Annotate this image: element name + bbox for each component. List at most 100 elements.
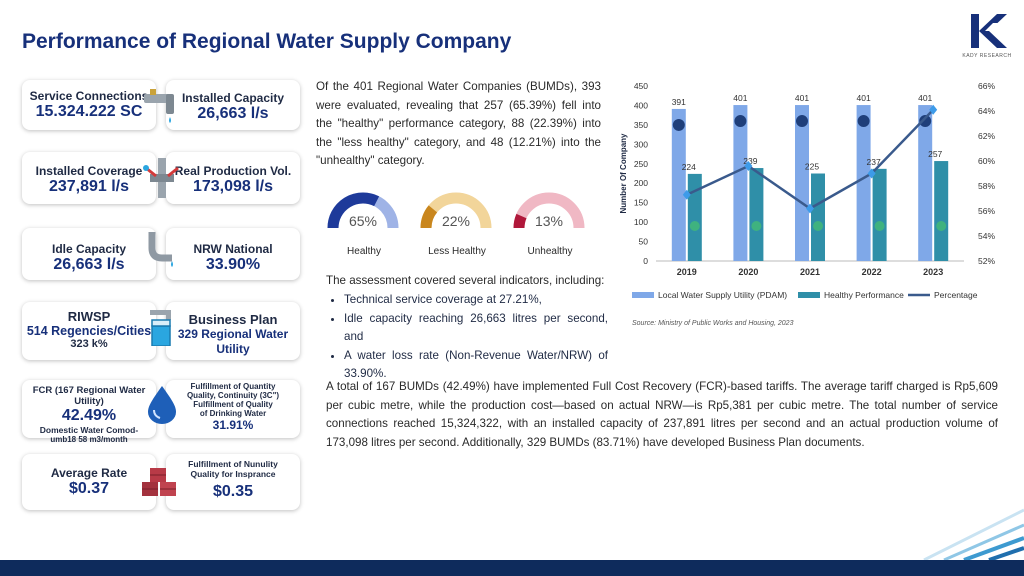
data-label-healthy: 239 xyxy=(743,156,757,166)
y-tick-label: 450 xyxy=(634,81,648,91)
bar-healthy xyxy=(934,161,949,261)
bottom-paragraph: A total of 167 BUMDs (42.49%) have imple… xyxy=(326,380,998,449)
card-value: 26,663 l/s xyxy=(197,105,269,122)
card-line: Quality, Continuity (3C") xyxy=(186,391,280,400)
data-label-healthy: 225 xyxy=(805,162,819,172)
legend-label: Percentage xyxy=(934,290,978,300)
logo-text: KADY RESEARCH xyxy=(962,53,1012,59)
bullet-item: A water loss rate (Non-Revenue Water/NRW… xyxy=(344,347,608,384)
card-label: FCR (167 Regional Water Utility) xyxy=(32,385,146,407)
assessment-bullets: Technical service coverage at 27.21%, Id… xyxy=(330,291,608,384)
bar-healthy xyxy=(872,168,887,261)
bar-healthy xyxy=(687,173,702,261)
water-glass-icon xyxy=(150,310,171,346)
y-tick-label: 200 xyxy=(634,178,648,188)
donut-label-less-healthy: Less Healthy xyxy=(428,246,486,257)
building-icon xyxy=(672,118,685,131)
footer-bar xyxy=(0,560,1024,576)
bar-line-chart: 0 50 100 150 200 250 300 350 400 450 52% 54% 56% 58% 6… xyxy=(619,81,995,300)
data-label-pdam: 391 xyxy=(672,97,686,107)
installed-coverage-card: Installed Coverage 237,891 l/s xyxy=(22,152,156,204)
intro-paragraph: Of the 401 Regional Water Companies (BUM… xyxy=(316,80,601,167)
bar-pdam xyxy=(795,105,809,261)
decorative-lines xyxy=(923,508,1024,560)
y-tick-label: 0 xyxy=(643,256,648,266)
card-label: Idle Capacity xyxy=(51,242,127,256)
pipe-bend-icon xyxy=(148,232,173,267)
y2-tick-label: 66% xyxy=(978,81,995,91)
data-label-pdam: 401 xyxy=(795,93,809,103)
y-tick-label: 400 xyxy=(634,100,648,110)
fulfillment-quantity-card: Fulfillment of Quantity Quality, Continu… xyxy=(166,380,300,438)
donut-fill xyxy=(420,205,438,229)
business-plan-card: Business Plan 329 Regional Water Utility xyxy=(166,302,300,360)
donut-value: 13% xyxy=(535,213,563,229)
card-line: Fulfillment of Nunulity xyxy=(188,459,278,469)
y-tick-label: 150 xyxy=(634,198,648,208)
legend-swatch xyxy=(798,292,820,298)
card-sub: 323 k% xyxy=(70,338,108,350)
riwsp-card: RIWSP 514 Regencies/Cities 323 k% xyxy=(22,302,156,360)
line-marker xyxy=(806,203,814,214)
data-label-healthy: 224 xyxy=(682,162,696,172)
chart-source: Source: Ministry of Public Works and Hou… xyxy=(632,320,794,327)
card-value: 329 Regional Water Utility xyxy=(177,327,289,356)
bar-pdam xyxy=(733,105,748,261)
line-marker xyxy=(744,161,753,171)
service-connections-card: Service Connections 15.324.222 SC xyxy=(22,80,156,130)
pipe-valve-icon xyxy=(143,158,179,198)
bar-pdam xyxy=(671,108,686,261)
x-tick-label: 2023 xyxy=(923,267,943,277)
check-icon xyxy=(751,221,762,231)
bullet-item: Technical service coverage at 27.21%, xyxy=(344,291,608,310)
bar-healthy xyxy=(811,173,825,261)
check-icon xyxy=(689,221,700,231)
card-label: Real Production Vol. xyxy=(174,164,292,178)
card-value: 514 Regencies/Cities xyxy=(26,324,152,338)
data-label-healthy: 257 xyxy=(928,149,942,159)
bar-pdam xyxy=(918,105,933,261)
card-line: Fulfillment of Quality xyxy=(193,400,273,409)
company-logo: KADY RESEARCH xyxy=(962,14,1012,59)
fcr-card: FCR (167 Regional Water Utility) 42.49% … xyxy=(22,380,156,444)
y2-tick-label: 52% xyxy=(978,256,995,266)
card-sub: umb18 58 m3/month xyxy=(50,435,128,444)
data-label-pdam: 401 xyxy=(733,93,747,103)
building-icon xyxy=(919,115,932,128)
boxes-icon xyxy=(142,468,176,496)
card-value: $0.37 xyxy=(68,480,110,497)
donut-value: 22% xyxy=(442,213,470,229)
line-marker xyxy=(867,168,876,179)
x-tick-label: 2021 xyxy=(800,267,820,277)
water-tap-icon xyxy=(144,89,174,123)
legend-label: Local Water Supply Utility (PDAM) xyxy=(658,290,787,300)
card-value: 173,098 l/s xyxy=(192,178,274,195)
card-value: 33.90% xyxy=(205,256,261,273)
donut-label-unhealthy: Unhealthy xyxy=(527,246,573,257)
line-marker xyxy=(929,104,938,115)
page-title: Performance of Regional Water Supply Com… xyxy=(22,30,512,53)
card-label: Service Connections xyxy=(29,89,149,103)
y-tick-label: 350 xyxy=(634,120,648,130)
donut-value: 65% xyxy=(349,213,377,229)
legend-swatch xyxy=(632,292,654,298)
bar-healthy xyxy=(749,168,764,261)
building-icon xyxy=(796,115,808,128)
card-label: Installed Capacity xyxy=(181,91,285,105)
data-label-healthy: 237 xyxy=(867,157,881,167)
y2-tick-label: 54% xyxy=(978,231,995,241)
card-value: 31.91% xyxy=(212,418,254,432)
idle-capacity-card: Idle Capacity 26,663 l/s xyxy=(22,228,156,280)
card-line: Quality for Insprance xyxy=(190,469,276,479)
card-label: NRW National xyxy=(193,242,273,256)
donut-track xyxy=(513,192,585,229)
y-tick-label: 100 xyxy=(634,217,648,227)
assessment-intro: The assessment covered several indicator… xyxy=(326,274,605,287)
average-rate-card: Average Rate $0.37 xyxy=(22,454,156,510)
bar-pdam xyxy=(856,105,871,261)
real-production-card: Real Production Vol. 173,098 l/s xyxy=(166,152,300,204)
logo-icon xyxy=(971,14,1007,48)
card-label: Business Plan xyxy=(188,312,278,327)
data-label-pdam: 401 xyxy=(918,93,932,103)
installed-capacity-card: Installed Capacity 26,663 l/s xyxy=(166,80,300,130)
